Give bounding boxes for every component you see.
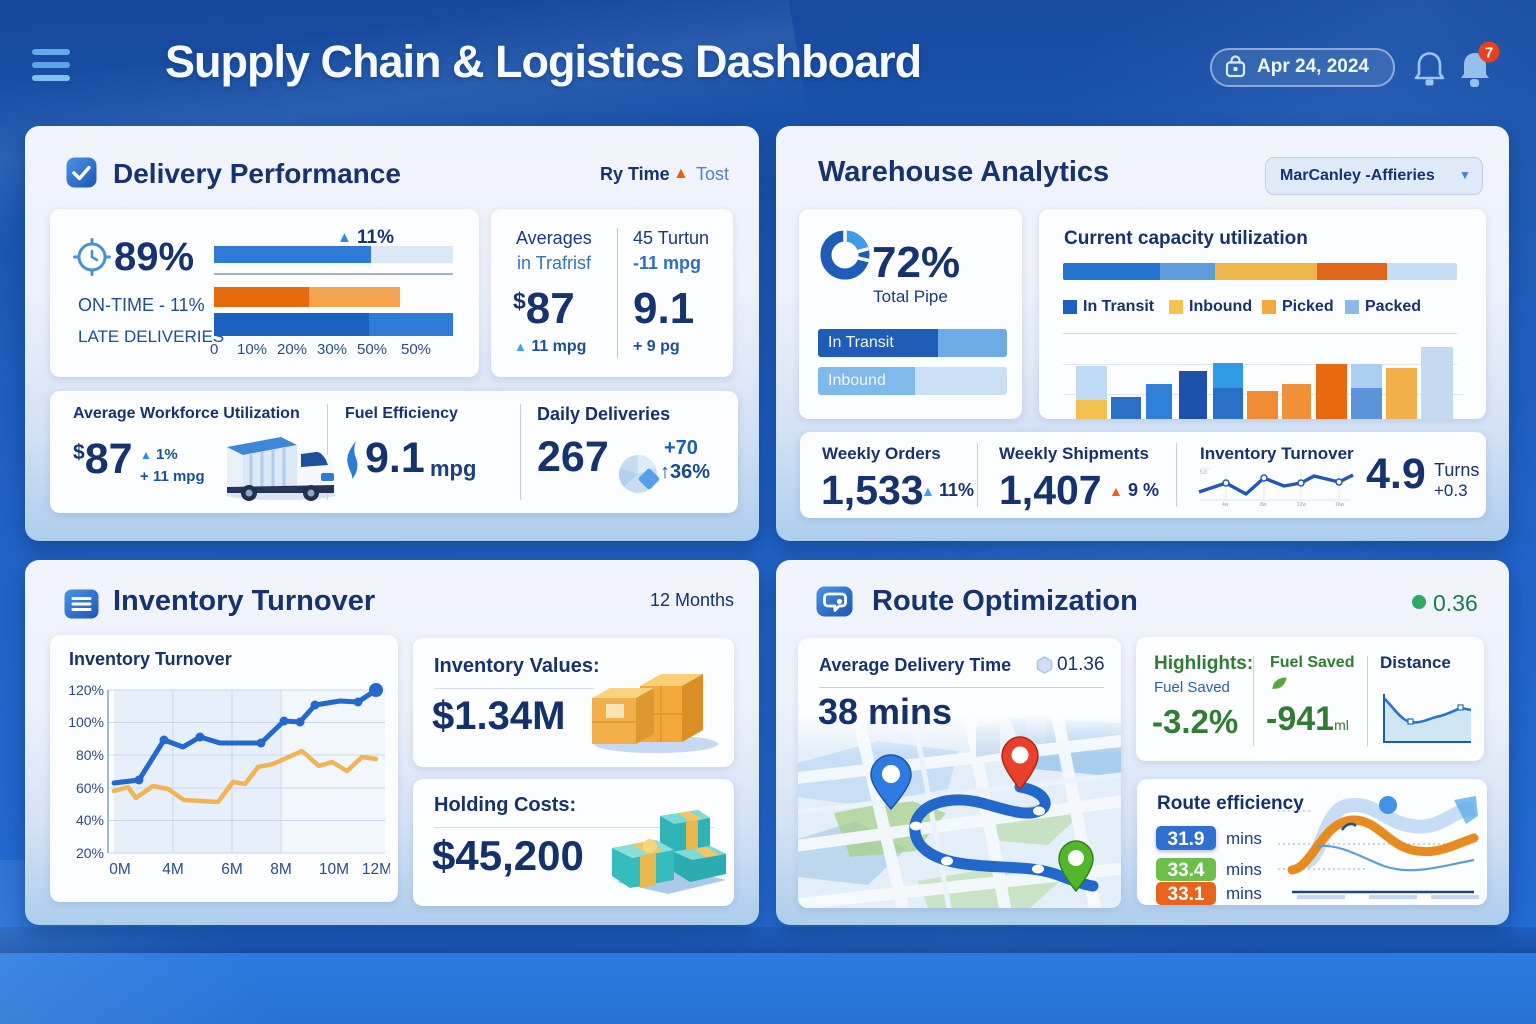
svg-text:10M: 10M	[319, 861, 349, 878]
svg-text:60%: 60%	[76, 780, 104, 796]
svg-text:0M: 0M	[109, 861, 131, 878]
svg-text:120%: 120%	[68, 682, 104, 698]
svg-text:5.0: 5.0	[1200, 470, 1207, 476]
svg-text:6M: 6M	[221, 861, 243, 878]
svg-text:100%: 100%	[68, 714, 104, 730]
svg-text:40%: 40%	[76, 812, 104, 828]
svg-text:4w: 4w	[1222, 502, 1229, 506]
svg-text:8M: 8M	[270, 861, 292, 878]
svg-text:4M: 4M	[162, 861, 184, 878]
svg-text:20%: 20%	[76, 845, 104, 861]
svg-text:80%: 80%	[76, 747, 104, 763]
svg-text:7: 7	[1485, 45, 1493, 62]
svg-text:8w: 8w	[1260, 502, 1267, 506]
svg-text:16w: 16w	[1335, 502, 1345, 506]
svg-text:12w: 12w	[1297, 502, 1307, 506]
svg-text:12M: 12M	[362, 861, 390, 878]
